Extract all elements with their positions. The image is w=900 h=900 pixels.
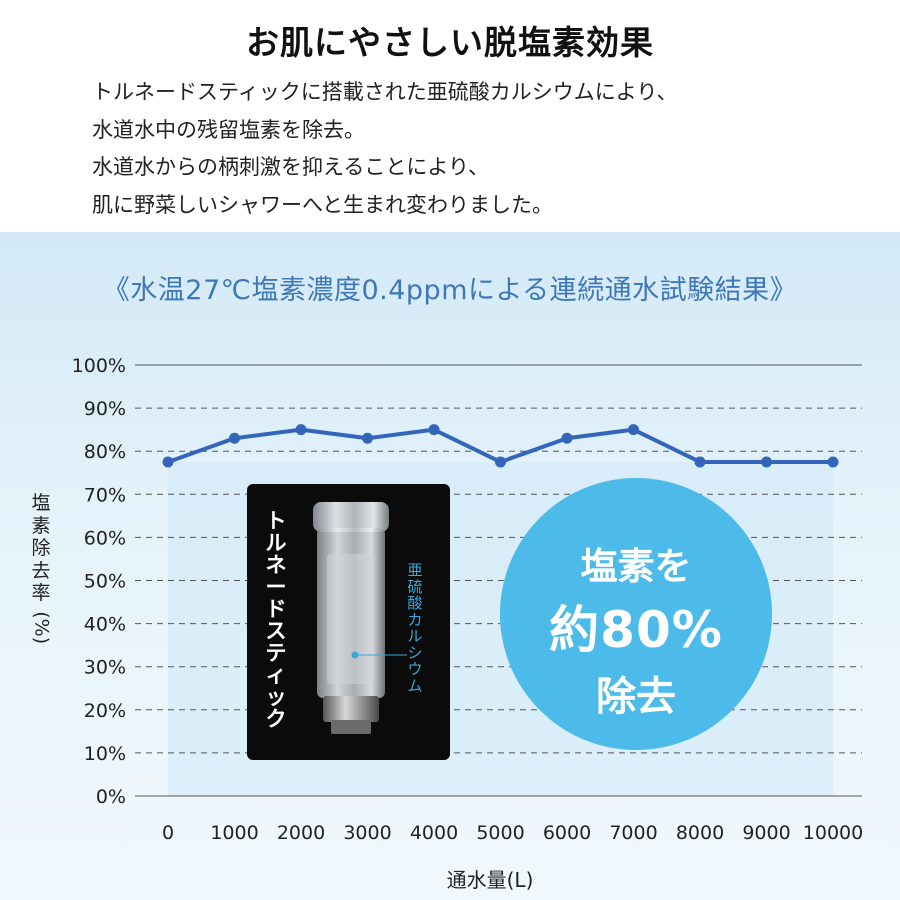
product-name-char: ド bbox=[265, 597, 287, 621]
y-axis-label-char: 去 bbox=[31, 559, 51, 582]
ingredient-char: ム bbox=[407, 676, 423, 695]
y-axis-label: 塩素除去率 (%) bbox=[26, 492, 56, 644]
y-tick-label: 20% bbox=[84, 700, 126, 722]
x-axis-label: 通水量(L) bbox=[446, 868, 534, 892]
y-axis-label-char: 塩 bbox=[31, 492, 51, 514]
product-name-char: ー bbox=[265, 575, 287, 599]
data-point bbox=[761, 456, 772, 468]
description: トルネードスティックに搭載された亜硫酸カルシウムにより、 水道水中の残留塩素を除… bbox=[92, 74, 872, 224]
ingredient-char: カ bbox=[407, 610, 423, 629]
data-point bbox=[495, 456, 506, 468]
y-tick-label: 90% bbox=[84, 398, 126, 420]
product-name-vertical: トルネードスティック bbox=[261, 510, 291, 730]
y-tick-label: 80% bbox=[84, 441, 126, 463]
y-tick-label: 60% bbox=[84, 527, 126, 549]
data-point bbox=[694, 456, 706, 468]
data-point bbox=[561, 432, 573, 444]
y-axis-label-char: 素 bbox=[31, 514, 51, 537]
badge-line2: 約80% bbox=[549, 601, 723, 659]
product-name-char: ト bbox=[265, 509, 287, 533]
data-point bbox=[428, 424, 440, 436]
data-point bbox=[229, 432, 240, 444]
ingredient-label-vertical: 亜硫酸カルシウム bbox=[405, 562, 425, 694]
chart-title: 《水温27℃塩素濃度0.4ppmによる連続通水試験結果》 bbox=[102, 275, 798, 306]
description-line: 肌に野菜しいシャワーへと生まれ変わりました。 bbox=[92, 192, 553, 217]
page-title: お肌にやさしい脱塩素効果 bbox=[246, 23, 654, 62]
product-name-char: ィ bbox=[265, 663, 287, 687]
x-tick-label: 0 bbox=[162, 822, 174, 844]
ingredient-char: シ bbox=[407, 643, 423, 662]
x-tick-label: 5000 bbox=[476, 822, 524, 844]
product-name-char: ネ bbox=[265, 553, 287, 577]
y-tick-label: 30% bbox=[84, 657, 126, 679]
x-tick-label: 10000 bbox=[803, 822, 863, 844]
product-name-char: テ bbox=[265, 641, 287, 665]
x-tick-label: 9000 bbox=[742, 822, 790, 844]
product-name-char: ッ bbox=[265, 685, 287, 709]
y-tick-label: 10% bbox=[84, 743, 126, 765]
product-name-char: ク bbox=[265, 707, 287, 731]
tornado-stick-image bbox=[313, 502, 407, 734]
description-line: 水道水中の残留塩素を除去。 bbox=[92, 117, 365, 142]
description-line: トルネードスティックに搭載された亜硫酸カルシウムにより、 bbox=[92, 80, 678, 104]
y-tick-label: 40% bbox=[84, 614, 126, 636]
header-section: お肌にやさしい脱塩素効果 トルネードスティックに搭載された亜硫酸カルシウムにより… bbox=[0, 0, 900, 232]
data-point bbox=[362, 432, 373, 444]
ingredient-char: 亜 bbox=[407, 561, 423, 579]
y-tick-label: 0% bbox=[96, 786, 126, 808]
x-tick-label: 4000 bbox=[410, 822, 458, 844]
data-point bbox=[628, 424, 639, 436]
description-line: 水道水からの柄刺激を抑えることにより、 bbox=[92, 155, 490, 179]
y-axis-label-unit: (%) bbox=[30, 610, 53, 644]
product-name-char: ル bbox=[265, 531, 287, 555]
y-axis-label-char: 率 bbox=[31, 582, 51, 604]
x-tick-label: 1000 bbox=[210, 822, 258, 844]
x-tick-label: 2000 bbox=[277, 822, 325, 844]
y-tick-label: 70% bbox=[84, 484, 126, 506]
badge-line3: 除去 bbox=[596, 674, 676, 720]
data-point bbox=[295, 424, 307, 436]
ingredient-char: 硫 bbox=[407, 577, 423, 596]
x-tick-label: 3000 bbox=[343, 822, 391, 844]
x-tick-label: 8000 bbox=[676, 822, 724, 844]
x-tick-label: 7000 bbox=[609, 822, 657, 844]
y-tick-label: 100% bbox=[72, 355, 126, 377]
y-axis-label-char: 除 bbox=[31, 537, 51, 559]
product-photo: トルネードスティック 亜硫酸カルシウム bbox=[247, 484, 450, 760]
ingredient-char: ル bbox=[407, 627, 423, 645]
badge-line1: 塩素を bbox=[580, 545, 692, 588]
product-name-char: ス bbox=[265, 619, 287, 643]
data-point bbox=[827, 456, 839, 468]
ingredient-char: ウ bbox=[407, 660, 423, 678]
result-badge: 塩素を 約80% 除去 bbox=[500, 478, 772, 750]
data-point bbox=[162, 456, 174, 468]
ingredient-char: 酸 bbox=[407, 594, 423, 612]
x-tick-label: 6000 bbox=[543, 822, 591, 844]
y-tick-label: 50% bbox=[84, 571, 126, 593]
